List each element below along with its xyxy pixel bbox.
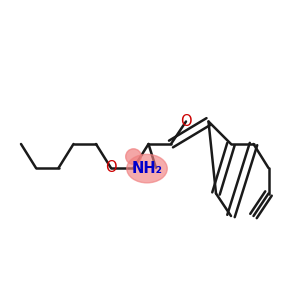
Text: NH₂: NH₂ xyxy=(131,161,163,176)
Text: O: O xyxy=(105,160,117,175)
Circle shape xyxy=(126,149,141,164)
Text: O: O xyxy=(180,114,192,129)
Ellipse shape xyxy=(127,154,167,183)
